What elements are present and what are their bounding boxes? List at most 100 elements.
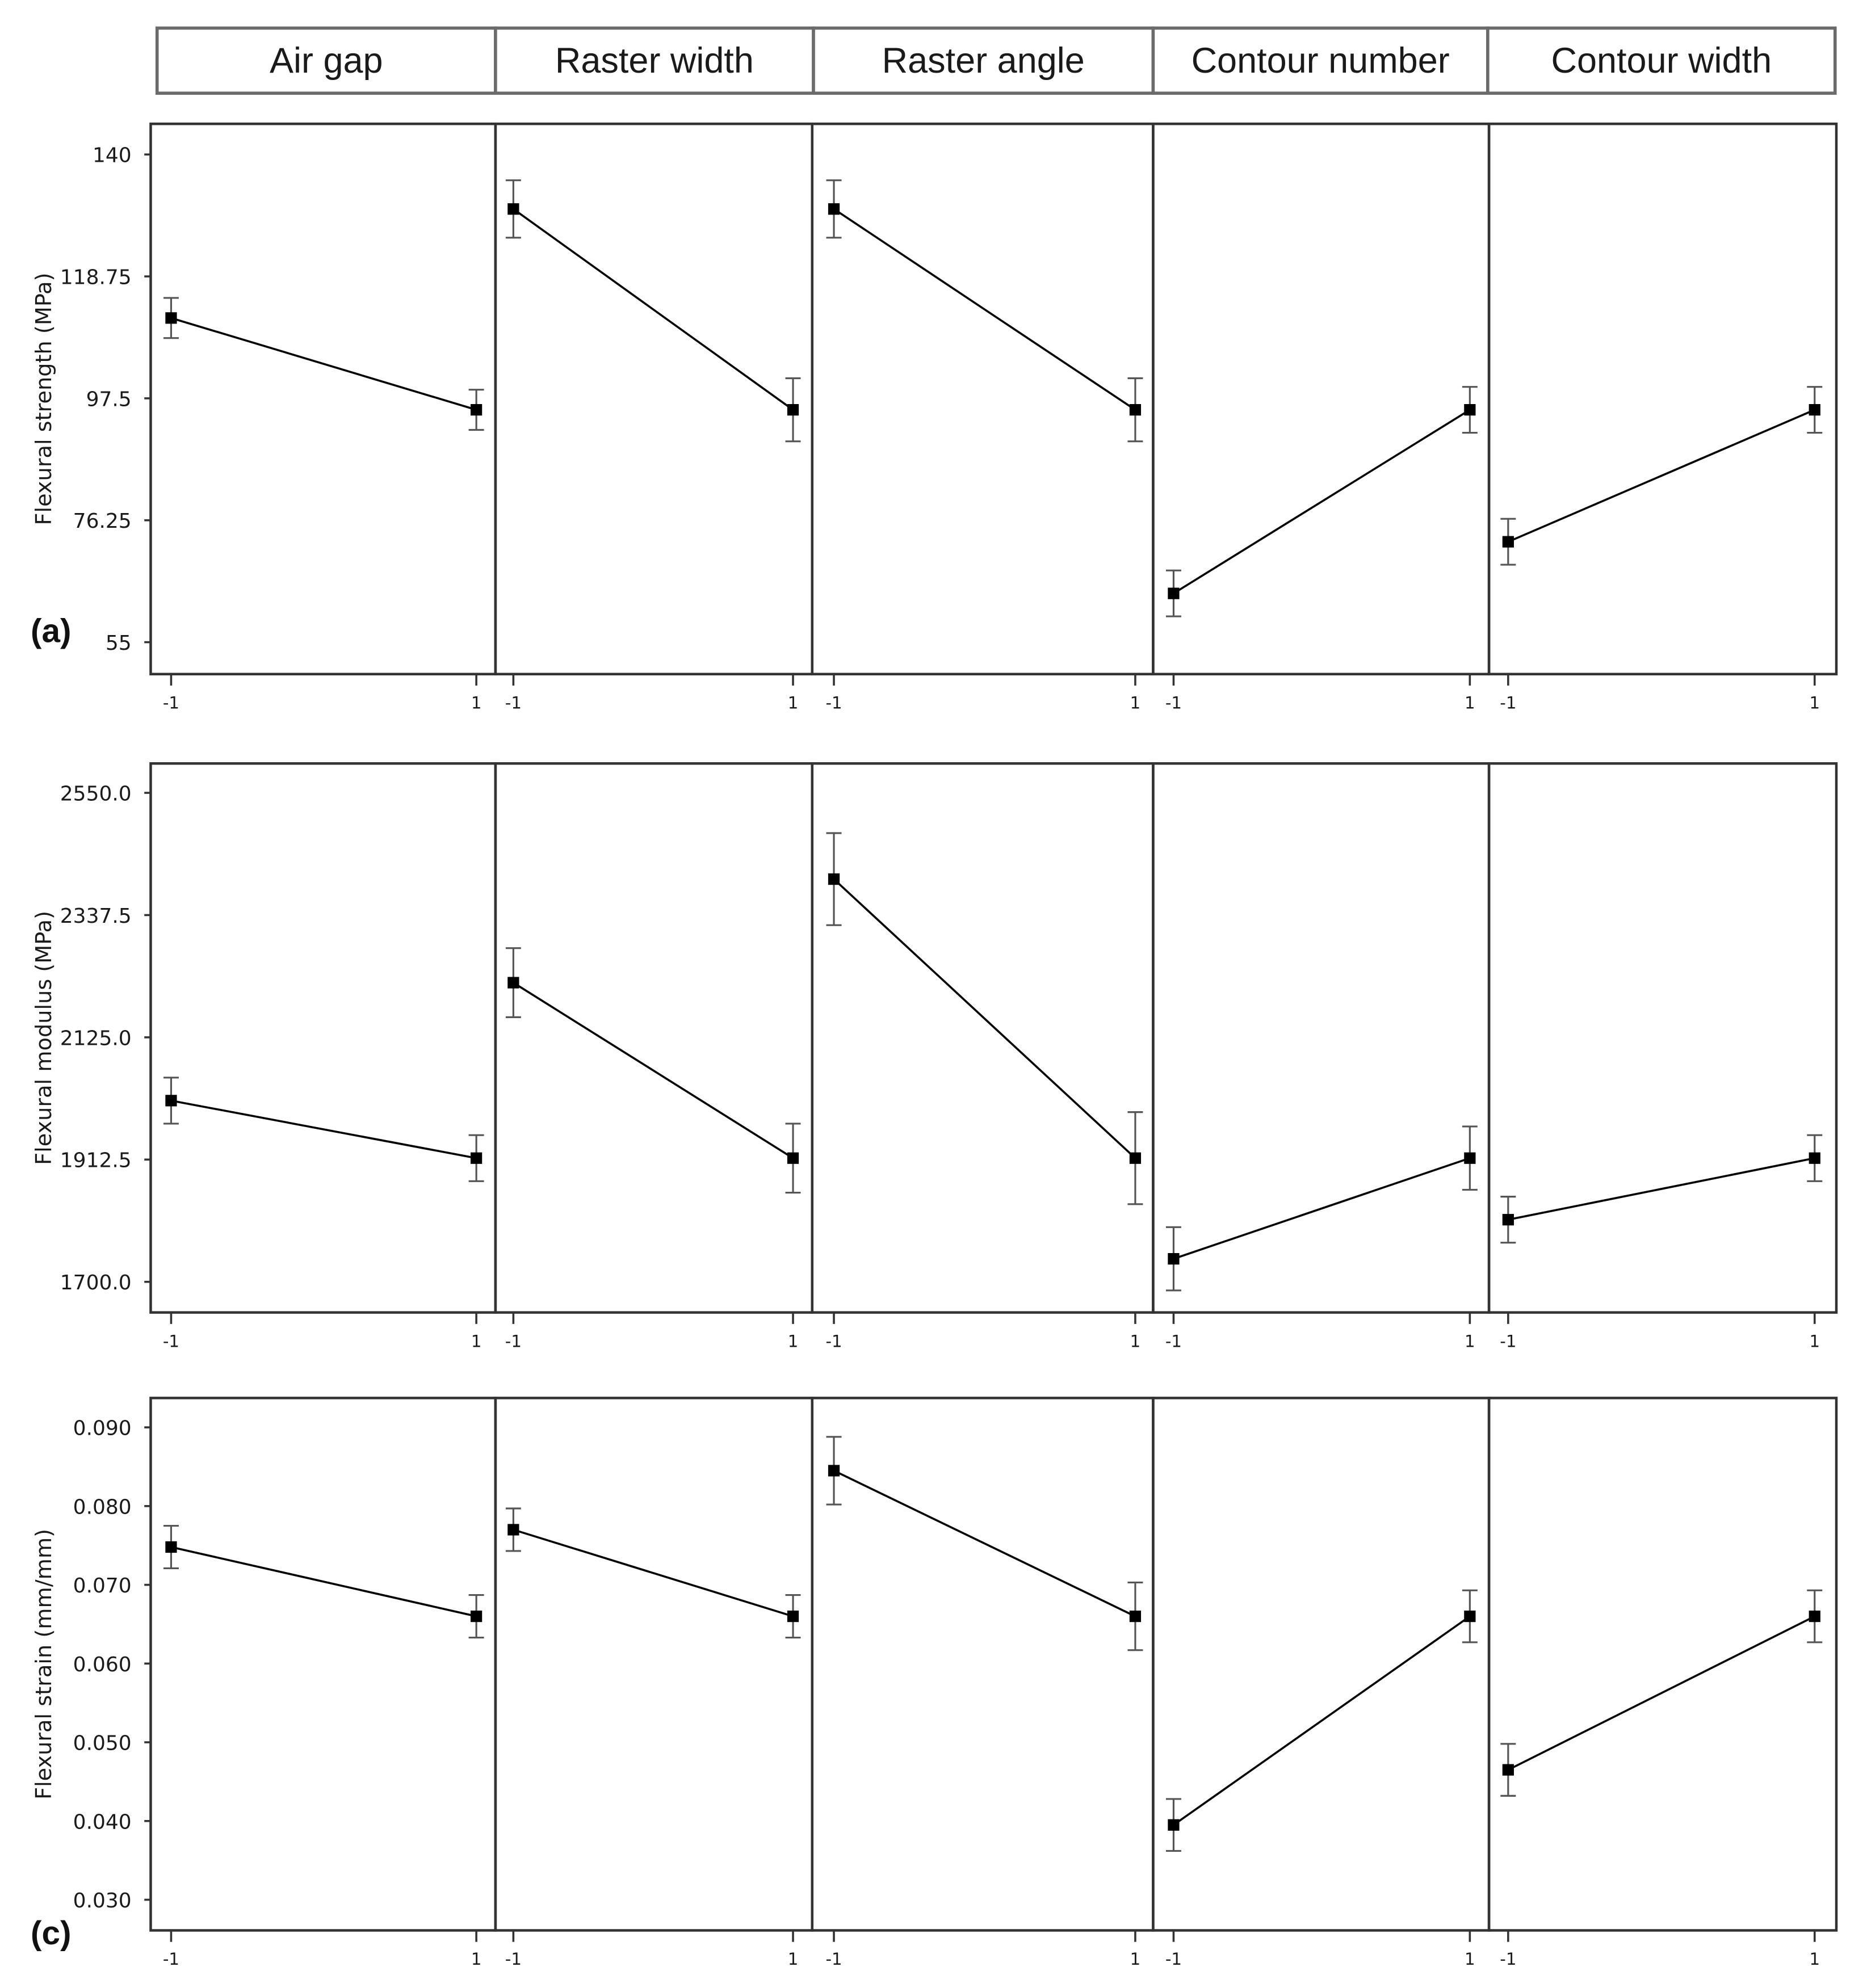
data-point-marker: [1168, 1819, 1180, 1831]
panel-air-gap: -1 1: [149, 122, 497, 713]
main-effect-line: [1508, 1615, 1815, 1771]
main-effect-line: [171, 1546, 477, 1617]
x-tick-label: -1: [1500, 694, 1516, 713]
data-point-marker: [1464, 1152, 1476, 1164]
data-point-marker: [787, 1610, 799, 1623]
data-point-marker: [470, 1610, 483, 1623]
panel-contour-number: -1 1: [1152, 762, 1491, 1351]
data-point-marker: [1809, 1152, 1820, 1164]
panel-frame: [811, 762, 1155, 1314]
y-tick-label: 2337.5: [60, 905, 132, 928]
data-point-marker: [507, 1524, 519, 1536]
x-tick-label: -1: [505, 1949, 522, 1969]
main-effect-line: [170, 317, 477, 411]
panel-frame: [494, 122, 814, 676]
x-tick-label: 1: [1809, 1331, 1820, 1351]
panel-frame: [1152, 122, 1491, 676]
chart-rows: Flexural strength (MPa) 55 76.25 97.5 118.75…: [31, 122, 1838, 1969]
x-tick-label: -1: [505, 1331, 522, 1351]
x-tick-label: 1: [788, 1331, 799, 1351]
panel-air-gap: -1 1: [149, 1397, 497, 1969]
panel-frame: [494, 1397, 814, 1932]
panel-raster-width: -1 1: [494, 762, 814, 1351]
panel-frame: [811, 1397, 1155, 1932]
main-effect-line: [513, 1528, 794, 1617]
data-point-marker: [165, 1541, 177, 1553]
x-tick-label: 1: [471, 694, 482, 713]
y-tick-label: 0.070: [73, 1574, 132, 1598]
data-point-marker: [1502, 1764, 1514, 1776]
y-tick-label: 0.090: [73, 1417, 132, 1440]
x-tick-label: -1: [163, 1949, 179, 1969]
x-tick-label: -1: [825, 1949, 842, 1969]
main-effect-line: [1173, 1615, 1471, 1826]
panel-contour-width: -1 1: [1487, 122, 1838, 713]
data-point-marker: [507, 977, 519, 989]
main-effect-line: [833, 878, 1136, 1159]
main-effect-line: [833, 208, 1136, 411]
main-effect-line: [1508, 1157, 1815, 1221]
panel-frame: [1487, 122, 1838, 676]
main-effect-line: [513, 208, 794, 411]
y-tick-label: 0.080: [73, 1495, 132, 1519]
header-box-contour-width: [1486, 26, 1837, 95]
header-label: Contour number: [1191, 41, 1450, 81]
panel-raster-width: -1 1: [494, 122, 814, 713]
main-effect-line: [171, 1099, 477, 1159]
data-point-marker: [828, 1465, 840, 1477]
panel-frame: [811, 122, 1155, 676]
panel-letter-label: (a): [31, 613, 71, 650]
panel-frame: [1152, 762, 1491, 1314]
panel-raster-angle: -1 1: [811, 762, 1155, 1351]
panel-frame: [1487, 762, 1838, 1314]
x-tick-label: 1: [1130, 694, 1141, 713]
data-point-marker: [470, 1152, 483, 1164]
header-label: Air gap: [270, 41, 383, 81]
data-point-marker: [1129, 1610, 1142, 1623]
x-tick-label: 1: [1130, 1331, 1141, 1351]
data-point-marker: [1168, 1253, 1180, 1265]
panel-raster-angle: -1 1: [811, 122, 1155, 713]
y-tick-label: 1700.0: [60, 1271, 132, 1294]
y-tick-label: 0.040: [73, 1810, 132, 1834]
data-point-marker: [165, 312, 177, 324]
chart-row-3: Flexural strain (mm/mm) 0.030 0.040 0.050 0.…: [31, 1397, 1838, 1969]
x-tick-label: -1: [1165, 1331, 1182, 1351]
panel-frame: [149, 762, 497, 1314]
y-tick-label: 76.25: [73, 510, 132, 533]
data-point-marker: [1129, 404, 1142, 416]
x-tick-label: 1: [1465, 1331, 1475, 1351]
x-tick-label: 1: [788, 1949, 799, 1969]
x-tick-label: -1: [1500, 1331, 1516, 1351]
x-tick-label: -1: [505, 694, 522, 713]
y-tick-label: 0.030: [73, 1889, 132, 1913]
data-point-marker: [828, 203, 840, 215]
x-tick-label: -1: [825, 694, 842, 713]
data-point-marker: [1464, 1610, 1476, 1623]
y-tick-label: 118.75: [60, 266, 132, 289]
y-tick-label: 97.5: [86, 388, 132, 411]
data-point-marker: [507, 203, 519, 215]
x-tick-label: -1: [163, 694, 179, 713]
x-tick-label: 1: [1809, 694, 1820, 713]
chart-row-2: Flexural modulus (MPa) 1700.0 1912.5 2125.0…: [32, 762, 1838, 1351]
data-point-marker: [828, 873, 840, 885]
factor-header-row: Air gap Raster width Raster angle Contour n…: [155, 26, 1837, 95]
header-label: Contour width: [1551, 41, 1772, 81]
x-tick-label: 1: [471, 1949, 482, 1969]
y-axis-label: Flexural strain (mm/mm): [32, 1529, 57, 1800]
data-point-marker: [787, 404, 799, 416]
data-point-marker: [1809, 404, 1820, 416]
x-tick-label: -1: [1165, 694, 1182, 713]
chart-row-1: Flexural strength (MPa) 55 76.25 97.5 118.75…: [31, 122, 1838, 713]
y-tick-label: 0.060: [73, 1653, 132, 1676]
header-box-raster-width: [494, 26, 815, 95]
panel-frame: [494, 762, 814, 1314]
data-point-marker: [470, 404, 483, 416]
panel-raster-width: -1 1: [494, 1397, 814, 1969]
main-effect-line: [1508, 409, 1815, 543]
x-tick-label: 1: [1130, 1949, 1141, 1969]
panel-frame: [149, 1397, 497, 1932]
main-effect-line: [833, 1469, 1136, 1617]
x-tick-label: 1: [1465, 1949, 1475, 1969]
